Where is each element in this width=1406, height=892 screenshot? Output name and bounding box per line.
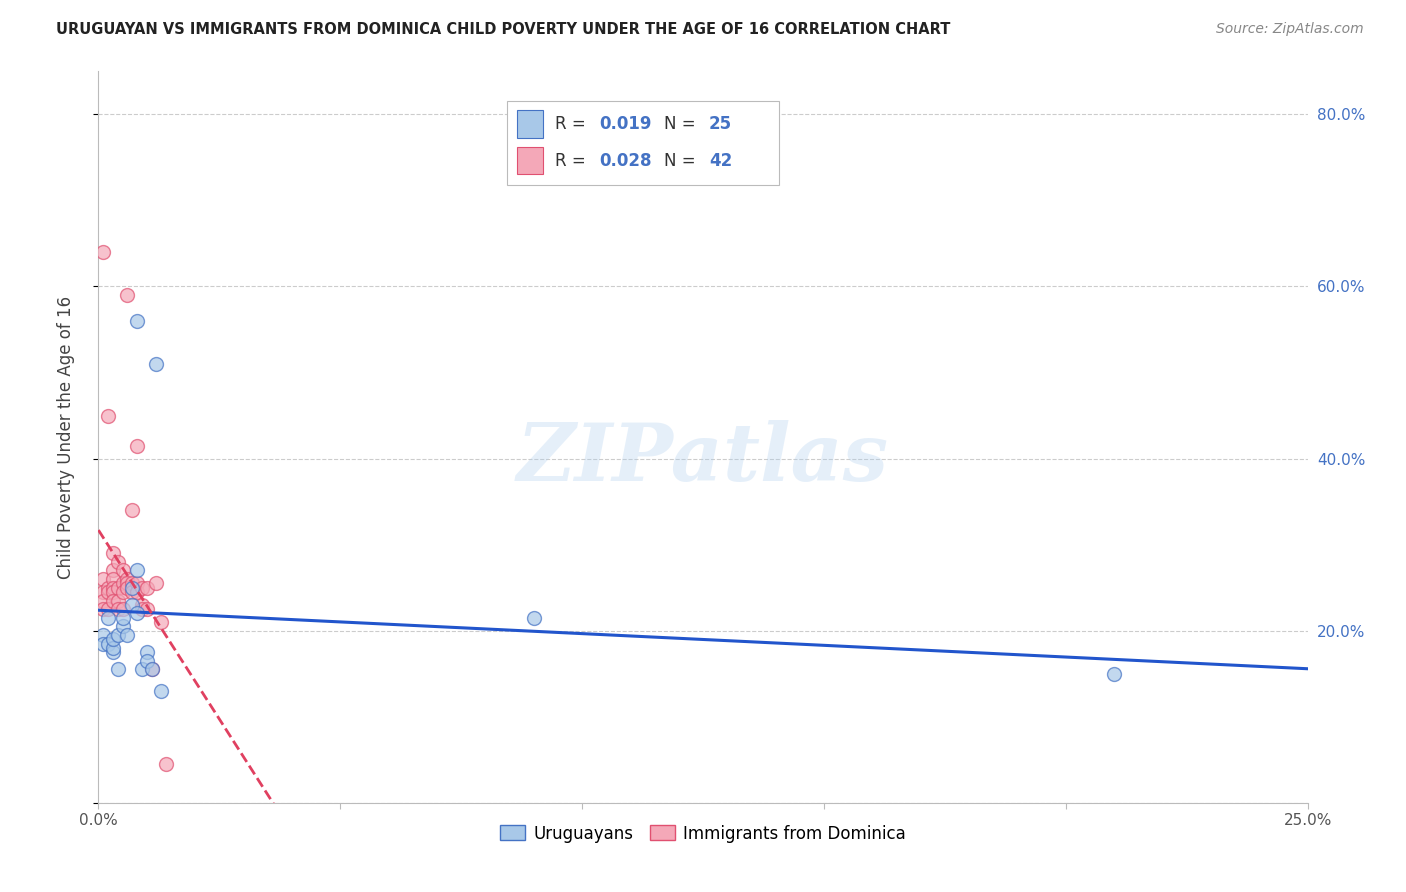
Point [91, 585, 114, 599]
Point [91, 245, 114, 260]
Point [97, 585, 120, 599]
Point [101, 572, 124, 586]
Point [155, 757, 177, 772]
Text: 0.028: 0.028 [599, 152, 651, 169]
Point [131, 602, 153, 616]
Point [145, 357, 167, 371]
Y-axis label: Child Poverty Under the Age of 16: Child Poverty Under the Age of 16 [56, 295, 75, 579]
Point [127, 564, 149, 578]
Point [127, 439, 149, 453]
Point [91, 593, 114, 607]
Point [101, 632, 124, 647]
Point [107, 602, 129, 616]
Point [97, 409, 120, 423]
Point [107, 593, 129, 607]
Point [121, 503, 143, 517]
Point [127, 585, 149, 599]
Point [111, 611, 134, 625]
Point [121, 581, 143, 595]
Point [111, 602, 134, 616]
Point [101, 581, 124, 595]
Point [135, 654, 157, 668]
FancyBboxPatch shape [517, 146, 543, 175]
Text: R =: R = [555, 115, 592, 133]
Point [97, 602, 120, 616]
Text: 25: 25 [709, 115, 733, 133]
Point [135, 581, 157, 595]
Point [150, 684, 173, 698]
Text: 42: 42 [709, 152, 733, 169]
Point [1102, 666, 1125, 681]
Point [117, 576, 139, 591]
Point [131, 662, 153, 676]
Point [101, 640, 124, 655]
Text: Source: ZipAtlas.com: Source: ZipAtlas.com [1216, 22, 1364, 37]
Point [121, 576, 143, 591]
Point [97, 611, 120, 625]
Text: 0.019: 0.019 [599, 115, 651, 133]
Point [91, 628, 114, 642]
Point [121, 598, 143, 612]
Text: N =: N = [664, 152, 702, 169]
Point [131, 598, 153, 612]
Point [91, 602, 114, 616]
Point [101, 585, 124, 599]
Point [127, 314, 149, 328]
Point [111, 576, 134, 591]
Text: R =: R = [555, 152, 592, 169]
Legend: Uruguayans, Immigrants from Dominica: Uruguayans, Immigrants from Dominica [494, 818, 912, 849]
Point [135, 602, 157, 616]
Point [121, 585, 143, 599]
Point [107, 555, 129, 569]
Point [117, 628, 139, 642]
Point [135, 645, 157, 659]
Point [97, 581, 120, 595]
Point [145, 576, 167, 591]
Point [111, 585, 134, 599]
Point [150, 615, 173, 629]
Point [127, 607, 149, 621]
Point [117, 572, 139, 586]
Point [111, 619, 134, 633]
Point [141, 662, 163, 676]
FancyBboxPatch shape [517, 110, 543, 138]
Point [107, 581, 129, 595]
Text: ZIPatlas: ZIPatlas [517, 420, 889, 498]
Point [523, 611, 546, 625]
Point [141, 662, 163, 676]
Point [111, 564, 134, 578]
Point [91, 572, 114, 586]
Point [97, 637, 120, 651]
Point [101, 564, 124, 578]
Point [101, 546, 124, 560]
Point [91, 637, 114, 651]
Point [101, 645, 124, 659]
Point [131, 581, 153, 595]
FancyBboxPatch shape [508, 101, 779, 185]
Point [101, 593, 124, 607]
Point [117, 288, 139, 302]
Text: URUGUAYAN VS IMMIGRANTS FROM DOMINICA CHILD POVERTY UNDER THE AGE OF 16 CORRELAT: URUGUAYAN VS IMMIGRANTS FROM DOMINICA CH… [56, 22, 950, 37]
Point [107, 628, 129, 642]
Point [117, 581, 139, 595]
Point [127, 576, 149, 591]
Text: N =: N = [664, 115, 702, 133]
Point [107, 662, 129, 676]
